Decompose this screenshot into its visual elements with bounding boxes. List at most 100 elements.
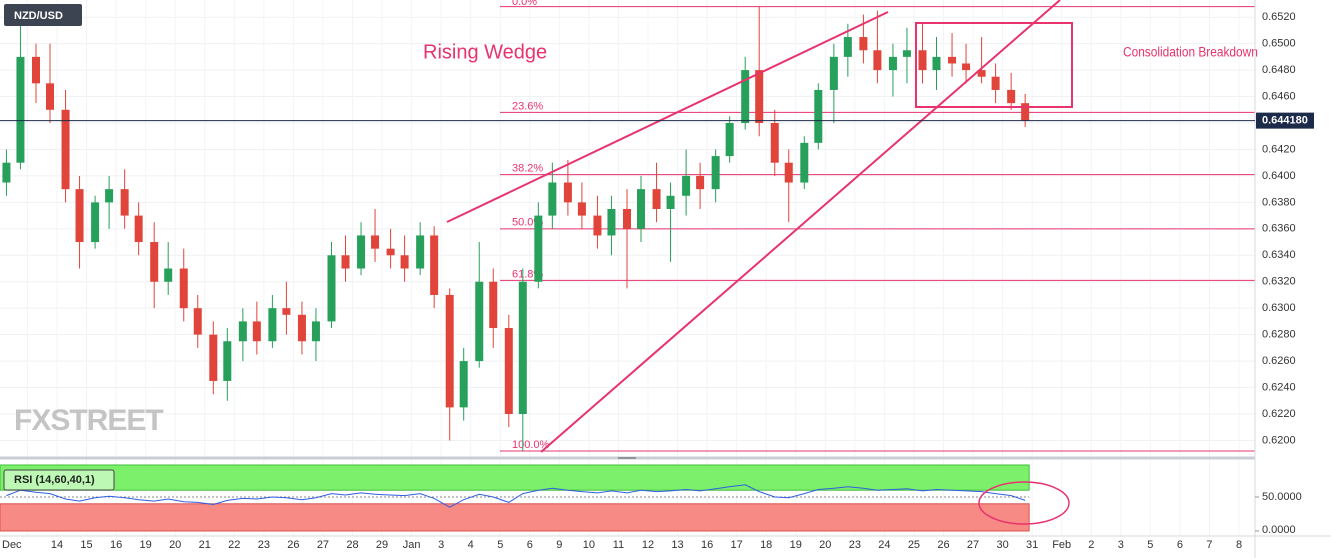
x-tick-label: 3: [438, 539, 444, 551]
rsi-line: [6, 484, 1026, 508]
x-tick-label: 2: [1088, 539, 1094, 551]
candle-body: [888, 56, 897, 71]
candle-body: [134, 215, 143, 243]
candle-body: [371, 235, 380, 249]
x-tick-label: 11: [613, 539, 624, 551]
candle-body: [430, 235, 439, 295]
rsi-tick-label: 0.0000: [1262, 524, 1296, 536]
y-tick-label: 0.6240: [1262, 381, 1296, 393]
candle-body: [607, 208, 616, 236]
y-tick-label: 0.6500: [1262, 38, 1296, 50]
x-tick-label: 20: [169, 539, 181, 551]
chart-title: NZD/USD: [14, 10, 63, 22]
x-tick-label: 18: [760, 539, 772, 551]
candle-body: [32, 56, 40, 84]
y-tick-label: 0.6480: [1262, 64, 1296, 76]
fib-label: 38.2%: [512, 162, 543, 174]
x-tick-label: 6: [1177, 539, 1183, 551]
candle-body: [563, 182, 572, 203]
x-tick-label: 13: [671, 539, 683, 551]
candle-body: [577, 202, 586, 216]
candle-body: [223, 341, 232, 381]
candle-body: [445, 294, 454, 408]
candle-body: [179, 268, 188, 309]
candle-body: [282, 308, 291, 315]
last-price-badge: [1256, 112, 1314, 129]
y-tick-label: 0.6300: [1262, 302, 1296, 314]
candle-body: [327, 255, 336, 322]
x-tick-label: 31: [1026, 539, 1038, 551]
candle-body: [1021, 103, 1030, 121]
candle-body: [209, 334, 218, 381]
x-tick-label: 5: [497, 539, 503, 551]
candle-body: [902, 50, 911, 57]
x-tick-label: 10: [583, 539, 595, 551]
x-tick-label: 5: [1147, 539, 1153, 551]
candle-body: [120, 189, 129, 216]
candle-body: [268, 308, 277, 342]
x-tick-label: 29: [376, 539, 388, 551]
x-tick-label: 27: [317, 539, 329, 551]
x-tick-label: 8: [1236, 539, 1242, 551]
rsi-title: RSI (14,60,40,1): [14, 474, 95, 486]
candle-body: [193, 308, 202, 335]
x-tick-label: 19: [140, 539, 152, 551]
candle-body: [696, 175, 705, 190]
y-tick-label: 0.6460: [1262, 90, 1296, 102]
candle-body: [548, 182, 557, 216]
candle-body: [784, 162, 793, 183]
x-tick-label: 27: [967, 539, 979, 551]
rsi-highlight-circle: [978, 481, 1070, 525]
y-tick-label: 0.6420: [1262, 143, 1296, 155]
candle-body: [518, 281, 527, 414]
x-tick-label: 14: [51, 539, 63, 551]
candle-body: [75, 189, 84, 243]
x-tick-label: 26: [937, 539, 949, 551]
candle-body: [534, 215, 543, 282]
x-tick-label: 19: [790, 539, 802, 551]
candle-body: [637, 189, 645, 229]
wedge-lower-line: [540, 0, 1061, 453]
candle-body: [61, 109, 70, 190]
rsi-badge: [3, 469, 115, 491]
candle-body: [489, 281, 498, 329]
fib-label: 100.0%: [512, 439, 550, 451]
x-tick-label: 3: [1118, 539, 1124, 551]
candle-body: [1007, 89, 1016, 104]
candle-body: [238, 321, 247, 342]
candle-body: [977, 70, 986, 77]
x-tick-label: Feb: [1052, 539, 1071, 551]
x-tick-label: 12: [642, 539, 654, 551]
candle-body: [652, 189, 661, 209]
candle-body: [859, 37, 868, 51]
x-tick-label: Dec: [2, 539, 22, 551]
x-tick-label: 16: [701, 539, 713, 551]
candle-body: [873, 50, 882, 71]
wedge-upper-line: [446, 11, 889, 223]
axes: 0.6200 0.6220 0.6240 0.6260 0.6280 0.6300 0.63…: [0, 11, 1314, 551]
candle-body: [105, 189, 114, 203]
candle-body: [829, 56, 838, 90]
x-tick-label: Jan: [403, 539, 421, 551]
candle-body: [297, 314, 306, 342]
annotation: Consolidation Breakdown: [1123, 44, 1258, 60]
x-tick-label: 23: [849, 539, 861, 551]
candle-body: [164, 268, 173, 282]
candle-body: [91, 202, 100, 243]
x-tick-label: 30: [996, 539, 1008, 551]
x-tick-label: 22: [228, 539, 240, 551]
candle-body: [341, 255, 350, 269]
candle-body: [386, 248, 395, 256]
candle-body: [150, 242, 159, 282]
candle-body: [682, 175, 691, 196]
candle-body: [504, 328, 513, 414]
x-tick-label: 6: [527, 539, 533, 551]
y-tick-label: 0.6340: [1262, 249, 1296, 261]
candle-body: [991, 76, 1000, 90]
y-tick-label: 0.6320: [1262, 276, 1296, 288]
y-tick-label: 0.6280: [1262, 329, 1296, 341]
x-tick-label: 4: [468, 539, 474, 551]
last-price-label: 0.644180: [1262, 115, 1308, 127]
candle-body: [623, 208, 631, 229]
y-tick-label: 0.6260: [1262, 355, 1296, 367]
